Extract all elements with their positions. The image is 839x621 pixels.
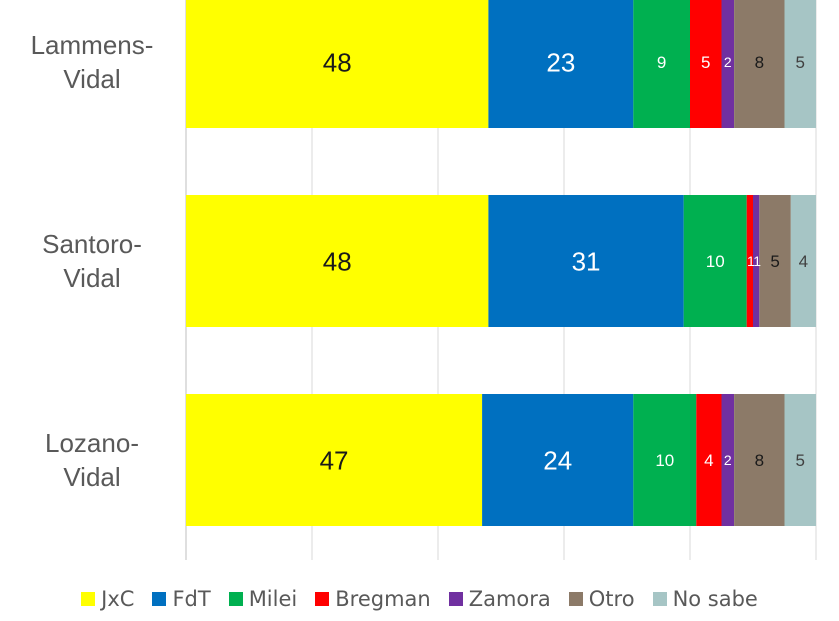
data-label: 8 <box>755 53 764 72</box>
bar-segment-bregman <box>690 0 722 128</box>
data-label: 2 <box>724 452 732 468</box>
legend-label: Milei <box>248 587 298 611</box>
category-label: Lozano-Vidal <box>45 428 139 492</box>
legend-swatch <box>315 592 330 606</box>
data-labels: 48 23 9 5 2 8 548 31 10 1 1 5 447 24 10 4 2 8 5 <box>320 47 809 475</box>
data-label: 1 <box>753 253 761 269</box>
legend-swatch <box>652 592 667 606</box>
bar-segment-zamora <box>721 0 735 128</box>
data-label: 48 <box>323 47 352 77</box>
bar-segment-zamora <box>721 394 735 526</box>
bar-segment-no-sabe <box>784 394 816 526</box>
bar-segment-jxc <box>186 0 489 128</box>
data-label: 5 <box>701 53 710 72</box>
legend-label: No sabe <box>672 587 758 611</box>
category-label: Santoro-Vidal <box>42 229 142 293</box>
legend-swatch <box>228 592 243 606</box>
data-label: 23 <box>546 47 575 77</box>
bar-segment-otro <box>734 394 785 526</box>
bar-segment-no-sabe <box>790 195 816 327</box>
bar-segment-milei <box>633 394 697 526</box>
data-label: 2 <box>724 54 732 70</box>
legend-label: Bregman <box>335 587 431 611</box>
legend-label: JxC <box>101 587 135 611</box>
data-label: 8 <box>755 451 764 470</box>
data-label: 31 <box>572 246 601 276</box>
bar-segment-fdt <box>488 0 634 128</box>
data-label: 4 <box>799 252 808 271</box>
data-label: 10 <box>655 451 674 470</box>
bars <box>186 0 816 526</box>
legend-label: Zamora <box>468 587 551 611</box>
data-label: 1 <box>747 253 755 269</box>
bar-segment-milei <box>683 195 747 327</box>
bar-segment-otro <box>759 195 791 327</box>
bar-segment-zamora <box>753 195 760 327</box>
bar-segment-jxc <box>186 394 483 526</box>
legend-swatch <box>568 592 583 606</box>
bar-segment-no-sabe <box>784 0 816 128</box>
legend-item-fdt: FdT <box>152 587 211 611</box>
data-label: 9 <box>657 53 666 72</box>
bar-segment-bregman <box>746 195 753 327</box>
legend-item-no-sabe: No sabe <box>652 587 758 611</box>
legend-swatch <box>448 592 463 606</box>
data-label: 5 <box>770 252 779 271</box>
legend-item-bregman: Bregman <box>315 587 431 611</box>
category-labels: Lammens-Vidal Santoro-Vidal Lozano-Vidal <box>31 30 154 492</box>
bar-segment-jxc <box>186 195 489 327</box>
legend-swatch <box>152 592 167 606</box>
legend-swatch <box>81 592 96 606</box>
legend-item-zamora: Zamora <box>448 587 551 611</box>
bar-segment-fdt <box>488 195 684 327</box>
data-label: 4 <box>704 451 713 470</box>
bar-segment-bregman <box>696 394 722 526</box>
bar-segment-fdt <box>482 394 634 526</box>
data-label: 47 <box>320 445 349 475</box>
legend-item-otro: Otro <box>568 587 635 611</box>
bar-segment-otro <box>734 0 785 128</box>
data-label: 10 <box>706 252 725 271</box>
category-label: Lammens-Vidal <box>31 30 154 94</box>
legend-item-milei: Milei <box>228 587 298 611</box>
bar-segment-milei <box>633 0 690 128</box>
data-label: 24 <box>543 445 572 475</box>
legend: JxC FdT Milei Bregman Zamora Otro No sabe <box>0 582 839 616</box>
legend-item-jxc: JxC <box>81 587 134 611</box>
legend-label: FdT <box>172 587 211 611</box>
data-label: 48 <box>323 246 352 276</box>
legend-label: Otro <box>588 587 635 611</box>
data-label: 5 <box>796 53 805 72</box>
data-label: 5 <box>796 451 805 470</box>
